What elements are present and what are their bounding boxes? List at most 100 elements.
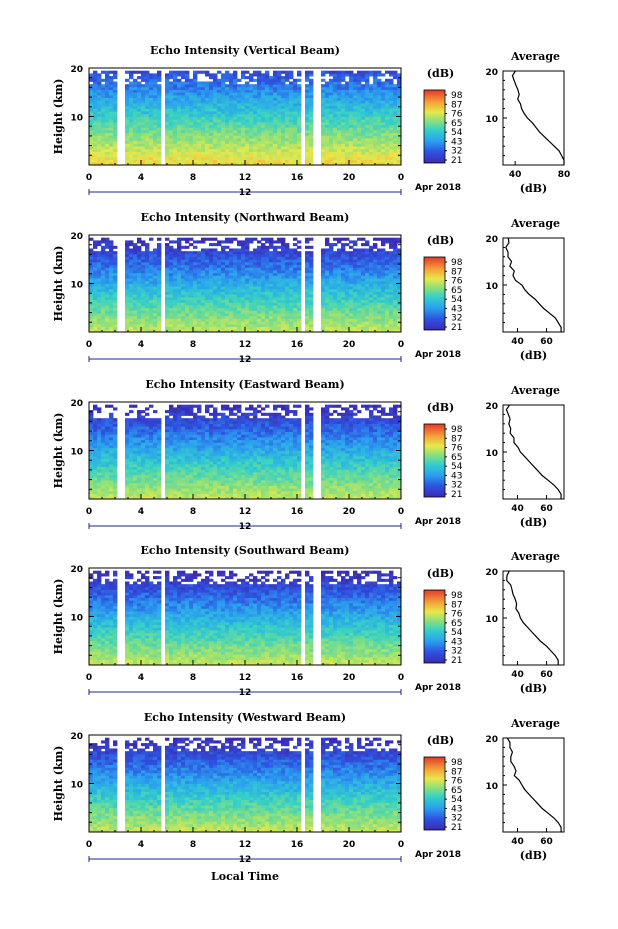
heatmap-cell bbox=[181, 116, 186, 120]
heatmap-cell bbox=[281, 151, 286, 155]
heatmap-cell bbox=[397, 135, 402, 139]
heatmap-cell bbox=[245, 299, 250, 303]
heatmap-cell bbox=[177, 299, 182, 303]
heatmap-cell bbox=[113, 129, 118, 134]
heatmap-cell bbox=[241, 148, 246, 152]
heatmap-cell bbox=[333, 70, 338, 74]
heatmap-cell bbox=[213, 73, 218, 77]
heatmap-cell bbox=[393, 73, 398, 77]
heatmap-cell bbox=[289, 143, 294, 147]
heatmap-cell bbox=[173, 151, 178, 155]
heatmap-cell bbox=[305, 299, 310, 303]
heatmap-cell bbox=[369, 94, 374, 99]
heatmap-cell bbox=[397, 94, 402, 99]
heatmap-cell bbox=[225, 129, 230, 134]
heatmap-cell bbox=[133, 103, 138, 107]
heatmap-cell bbox=[145, 305, 150, 309]
heatmap-cell bbox=[341, 288, 346, 292]
heatmap-cell bbox=[365, 138, 370, 142]
heatmap-cell bbox=[309, 313, 314, 317]
heatmap-cell bbox=[321, 313, 326, 317]
heatmap-cell bbox=[145, 243, 150, 247]
heatmap-cell bbox=[141, 243, 146, 247]
heatmap-cell bbox=[157, 100, 162, 104]
heatmap-cell bbox=[329, 302, 334, 306]
heatmap-cell bbox=[333, 313, 338, 317]
heatmap-cell bbox=[337, 162, 342, 166]
heatmap-cell bbox=[137, 323, 142, 328]
heatmap-cell bbox=[341, 97, 346, 101]
heatmap-cell bbox=[285, 288, 290, 292]
avg-x-label: (dB) bbox=[520, 182, 547, 195]
heatmap-cell bbox=[109, 162, 114, 166]
heatmap-cell bbox=[245, 108, 250, 112]
heatmap-cell bbox=[321, 280, 326, 284]
heatmap-cell bbox=[277, 272, 282, 276]
heatmap-cell bbox=[193, 264, 198, 268]
heatmap-cell bbox=[241, 315, 246, 319]
heatmap-cell bbox=[369, 272, 374, 276]
heatmap-cell bbox=[241, 245, 246, 249]
heatmap-cell bbox=[101, 305, 106, 309]
heatmap-cell bbox=[285, 84, 290, 88]
heatmap-cell bbox=[205, 94, 210, 99]
heatmap-cell bbox=[237, 97, 242, 101]
heatmap-cell bbox=[153, 313, 158, 317]
heatmap-cell bbox=[93, 116, 98, 120]
heatmap-cell bbox=[145, 280, 150, 284]
heatmap-cell bbox=[89, 86, 94, 90]
heatmap-cell bbox=[293, 135, 298, 139]
heatmap-cell bbox=[129, 286, 134, 290]
heatmap-cell bbox=[393, 283, 398, 287]
heatmap-cell bbox=[353, 291, 358, 295]
heatmap-cell bbox=[233, 100, 238, 104]
heatmap-cell bbox=[213, 323, 218, 328]
heatmap-cell bbox=[369, 291, 374, 295]
heatmap-cell bbox=[277, 267, 282, 271]
heatmap-cell bbox=[189, 162, 194, 166]
heatmap-cell bbox=[129, 108, 134, 112]
heatmap-cell bbox=[177, 129, 182, 134]
heatmap-cell bbox=[333, 156, 338, 161]
heatmap-cell bbox=[177, 323, 182, 328]
heatmap-cell bbox=[341, 305, 346, 309]
heatmap-cell bbox=[201, 291, 206, 295]
heatmap-cell bbox=[221, 89, 226, 93]
heatmap-cell bbox=[289, 267, 294, 271]
heatmap-cell bbox=[353, 253, 358, 257]
heatmap-cell bbox=[201, 124, 206, 128]
heatmap-cell bbox=[173, 326, 178, 330]
heatmap-cell bbox=[333, 310, 338, 314]
heatmap-cell bbox=[329, 113, 334, 117]
heatmap-cell bbox=[353, 143, 358, 147]
heatmap-cell bbox=[109, 326, 114, 330]
heatmap-cell bbox=[345, 146, 350, 150]
heatmap-cell bbox=[145, 84, 150, 88]
heatmap-cell bbox=[361, 329, 366, 333]
heatmap-cell bbox=[361, 111, 366, 115]
heatmap-cell bbox=[205, 116, 210, 120]
heatmap-cell bbox=[233, 294, 238, 298]
heatmap-cell bbox=[97, 100, 102, 104]
heatmap-cell bbox=[169, 92, 174, 96]
colorbar-tick-label: 54 bbox=[451, 295, 463, 305]
heatmap-cell bbox=[185, 261, 190, 266]
heatmap-cell bbox=[293, 92, 298, 96]
heatmap-cell bbox=[157, 294, 162, 298]
heatmap-cell bbox=[245, 280, 250, 284]
heatmap-cell bbox=[109, 111, 114, 115]
heatmap-cell bbox=[181, 159, 186, 163]
heatmap-cell bbox=[389, 256, 394, 260]
heatmap-cell bbox=[249, 267, 254, 271]
heatmap-cell bbox=[309, 159, 314, 163]
heatmap-cell bbox=[173, 291, 178, 295]
heatmap-cell bbox=[213, 84, 218, 88]
heatmap-cell bbox=[393, 135, 398, 139]
heatmap-cell bbox=[141, 70, 146, 74]
heatmap-cell bbox=[201, 89, 206, 93]
heatmap-cell bbox=[233, 94, 238, 99]
date-bar-label: 12 bbox=[239, 188, 252, 198]
heatmap-cell bbox=[353, 151, 358, 155]
heatmap-cell bbox=[249, 143, 254, 147]
heatmap-cell bbox=[285, 89, 290, 93]
